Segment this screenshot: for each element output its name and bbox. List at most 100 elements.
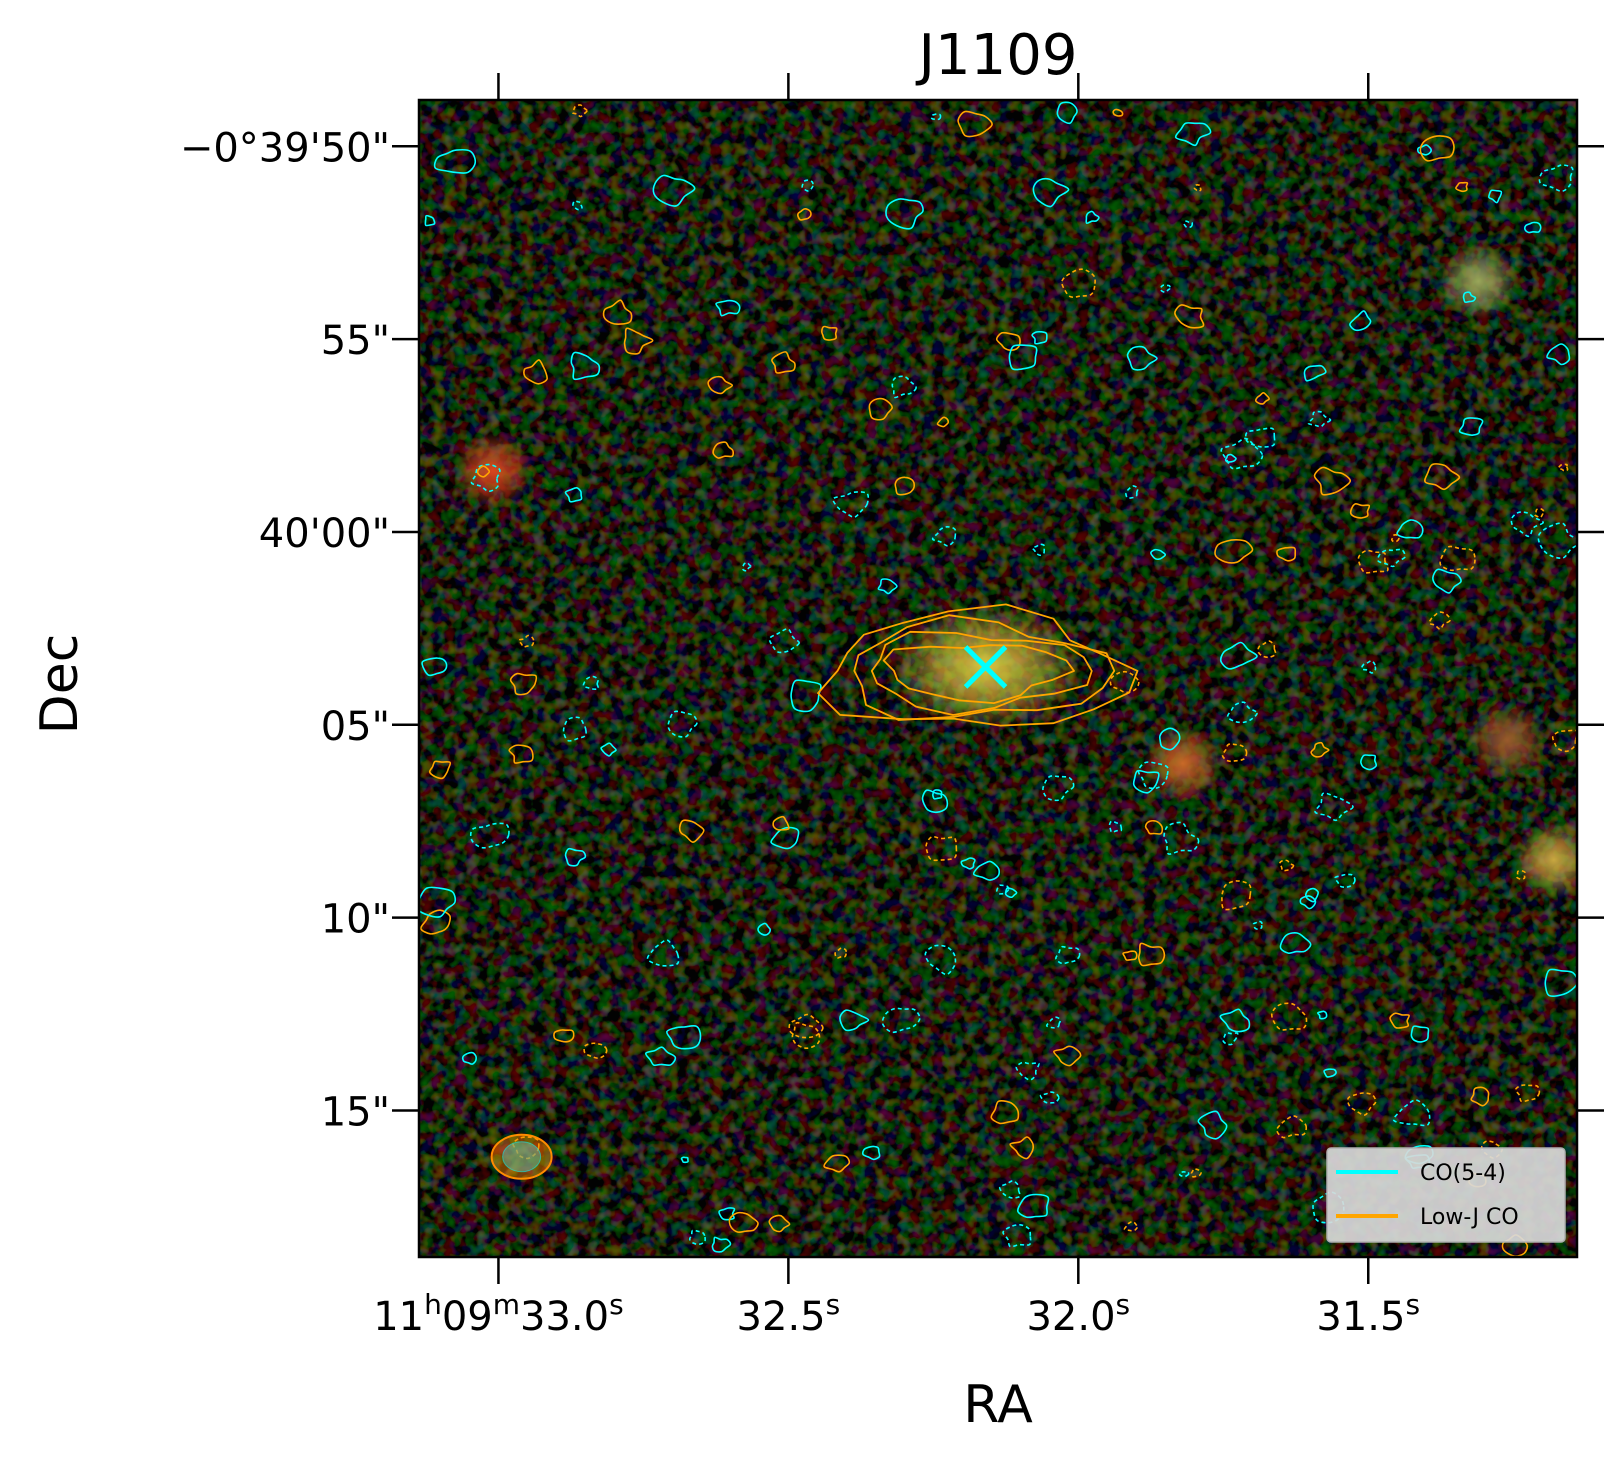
co54-contour xyxy=(1220,437,1264,470)
co54-contour xyxy=(1546,343,1571,366)
y-tick-label: 40'00" xyxy=(259,511,390,557)
target-marker xyxy=(963,645,1008,689)
co54-contour xyxy=(972,860,1001,881)
co54-contour xyxy=(1125,485,1139,499)
co54-contour xyxy=(1323,1068,1337,1078)
co54-contour xyxy=(688,1229,706,1246)
lowj-contour xyxy=(1455,181,1469,193)
plot-area xyxy=(417,98,1579,1259)
lowj-contour xyxy=(1112,108,1124,117)
co54-contour xyxy=(1031,543,1046,557)
co54-contour xyxy=(582,675,600,691)
co54-contour xyxy=(885,198,924,230)
lowj-contour xyxy=(868,397,894,421)
lowj-contour xyxy=(936,416,950,428)
co54-contour xyxy=(1226,701,1258,724)
co54-contour xyxy=(1183,220,1194,229)
lowj-contour-main xyxy=(853,614,1116,721)
plot-frame xyxy=(417,98,1579,1259)
lowj-contour xyxy=(1357,549,1389,574)
co54-contour xyxy=(1410,1025,1430,1043)
legend-label: Low-J CO xyxy=(1420,1205,1519,1230)
co54-contour xyxy=(881,1007,921,1034)
lowj-contour xyxy=(1428,611,1451,630)
lowj-contour xyxy=(1419,135,1455,162)
co54-contour xyxy=(564,847,587,867)
co54-contour xyxy=(832,491,870,518)
lowj-contour xyxy=(420,909,452,935)
y-tick-label: 05" xyxy=(321,704,390,750)
co54-contour xyxy=(1360,754,1378,771)
lowj-contour xyxy=(1009,1136,1035,1160)
lowj-contour xyxy=(1254,391,1270,405)
co54-contour xyxy=(1417,144,1433,156)
co54-contour xyxy=(1432,568,1462,594)
co54-contour xyxy=(1510,511,1545,538)
lowj-contour xyxy=(1424,463,1461,491)
co54-contour xyxy=(1178,1170,1190,1178)
lowj-contour xyxy=(995,331,1021,352)
co54-contour xyxy=(998,1180,1021,1199)
lowj-contour xyxy=(1391,534,1400,543)
lowj-contour xyxy=(771,351,796,374)
co54-contour xyxy=(570,351,601,381)
co54-contour xyxy=(680,1156,689,1164)
co54-contour xyxy=(1004,887,1018,899)
co54-contour xyxy=(461,1051,478,1065)
co54-contour xyxy=(665,1024,702,1050)
co54-contour xyxy=(1174,122,1212,147)
lowj-contour xyxy=(678,819,705,843)
lowj-contour xyxy=(990,1099,1020,1125)
lowj-contour xyxy=(1137,942,1166,967)
co54-contour xyxy=(1032,177,1070,208)
co54-contour xyxy=(1303,364,1327,382)
co54-contour xyxy=(564,486,583,503)
lowj-contour xyxy=(1276,546,1297,562)
co54-contour xyxy=(1163,821,1200,855)
co54-contour xyxy=(572,200,583,211)
co54-contour xyxy=(421,657,448,677)
lowj-contour xyxy=(1389,1012,1410,1029)
lowj-contour xyxy=(1514,1084,1541,1103)
y-tick-label: 10" xyxy=(321,897,390,943)
co54-contour xyxy=(861,1145,881,1161)
co54-contour xyxy=(1544,968,1577,997)
lowj-contour-main xyxy=(817,603,1139,727)
co54-contour xyxy=(1008,344,1038,371)
co54-contour xyxy=(770,826,800,850)
co54-contour xyxy=(1132,769,1160,794)
co54-contour xyxy=(790,679,822,713)
co54-contour xyxy=(711,1236,732,1253)
co54-contour xyxy=(1056,101,1078,125)
co54-contour xyxy=(801,179,814,192)
co54-contour xyxy=(930,113,942,121)
y-tick-label: 15" xyxy=(321,1089,390,1135)
lowj-contour xyxy=(834,947,848,959)
co54-contour xyxy=(424,214,436,227)
lowj-contour xyxy=(1313,466,1352,496)
co54-contour xyxy=(1016,1193,1050,1219)
co54-contour xyxy=(433,148,477,174)
co54-contour xyxy=(1085,210,1100,225)
co54-contour xyxy=(667,710,698,738)
co54-contour xyxy=(932,789,943,800)
co54-contour xyxy=(757,922,772,936)
co54-contour xyxy=(960,857,976,870)
x-tick-label: 31.5s xyxy=(1316,1288,1420,1340)
lowj-contour xyxy=(820,325,838,341)
lowj-contour xyxy=(508,744,534,764)
lowj-contour xyxy=(1270,1002,1308,1031)
legend-label: CO(5-4) xyxy=(1420,1161,1506,1186)
co54-contour xyxy=(1349,310,1372,332)
lowj-contour xyxy=(1278,859,1295,872)
lowj-contour xyxy=(1257,640,1277,659)
co54-contour xyxy=(1316,1010,1328,1020)
x-tick-label: 11h09m33.0s xyxy=(373,1288,623,1340)
lowj-contour xyxy=(797,208,812,221)
co54-contour xyxy=(1488,189,1503,204)
target-marker-layer xyxy=(963,645,1008,689)
source-blob xyxy=(452,432,533,509)
co54-contour xyxy=(768,628,801,654)
lowj-contour xyxy=(791,1021,821,1050)
co54-contour xyxy=(1314,792,1354,822)
